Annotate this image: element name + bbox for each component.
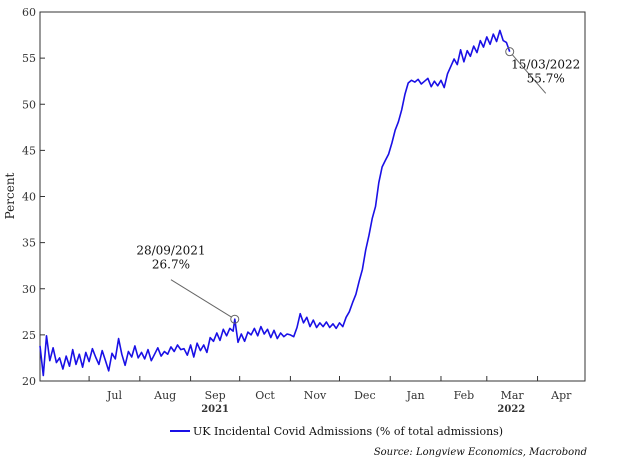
- y-tick-label: 35: [22, 237, 36, 250]
- legend-label: UK Incidental Covid Admissions (% of tot…: [193, 425, 503, 438]
- x-year-label: 2022: [497, 404, 525, 415]
- series-line: [39, 29, 511, 377]
- annotation-leader-line: [170, 279, 232, 318]
- x-tick-label: Apr: [550, 389, 572, 402]
- y-tick-label: 50: [22, 98, 36, 111]
- x-tick-label: Sep: [205, 389, 226, 402]
- annotation-date: 15/03/2022: [511, 57, 580, 71]
- legend: UK Incidental Covid Admissions (% of tot…: [170, 425, 503, 438]
- annotation-value: 26.7%: [152, 258, 190, 272]
- plot-frame: [39, 11, 586, 382]
- y-tick-label: 55: [22, 52, 36, 65]
- x-tick-label: Dec: [354, 389, 376, 402]
- x-tick-label: Oct: [255, 389, 275, 402]
- x-axis: Jul Aug Sep Oct Nov Dec Jan Feb Mar Apr 2021 2022: [88, 376, 572, 415]
- y-tick-label: 40: [22, 191, 36, 204]
- x-tick-label: Mar: [501, 389, 525, 402]
- series-layer: [39, 29, 511, 377]
- y-tick-label: 45: [22, 144, 36, 157]
- x-tick-label: Nov: [304, 389, 327, 402]
- x-tick-label: Jul: [106, 389, 122, 402]
- x-year-label: 2021: [201, 404, 229, 415]
- y-tick-label: 30: [22, 283, 36, 296]
- annotation-leader-line: [511, 54, 547, 94]
- annotation-marker: [505, 47, 515, 57]
- x-tick-label: Feb: [454, 389, 475, 402]
- y-tick-label: 60: [22, 6, 36, 19]
- annotation-date: 28/09/2021: [136, 244, 205, 258]
- x-tick-label: Jan: [406, 389, 425, 402]
- y-axis: 20 25 30 35 40 45 50 55 60: [22, 6, 45, 388]
- annotation-marker: [230, 314, 240, 324]
- source-note: Source: Longview Economics, Macrobond: [374, 447, 587, 458]
- y-tick-label: 25: [22, 329, 36, 342]
- y-tick-label: 20: [22, 375, 36, 388]
- annotation-value: 55.7%: [527, 71, 565, 85]
- x-tick-label: Aug: [153, 389, 176, 402]
- y-axis-title: Percent: [3, 172, 17, 219]
